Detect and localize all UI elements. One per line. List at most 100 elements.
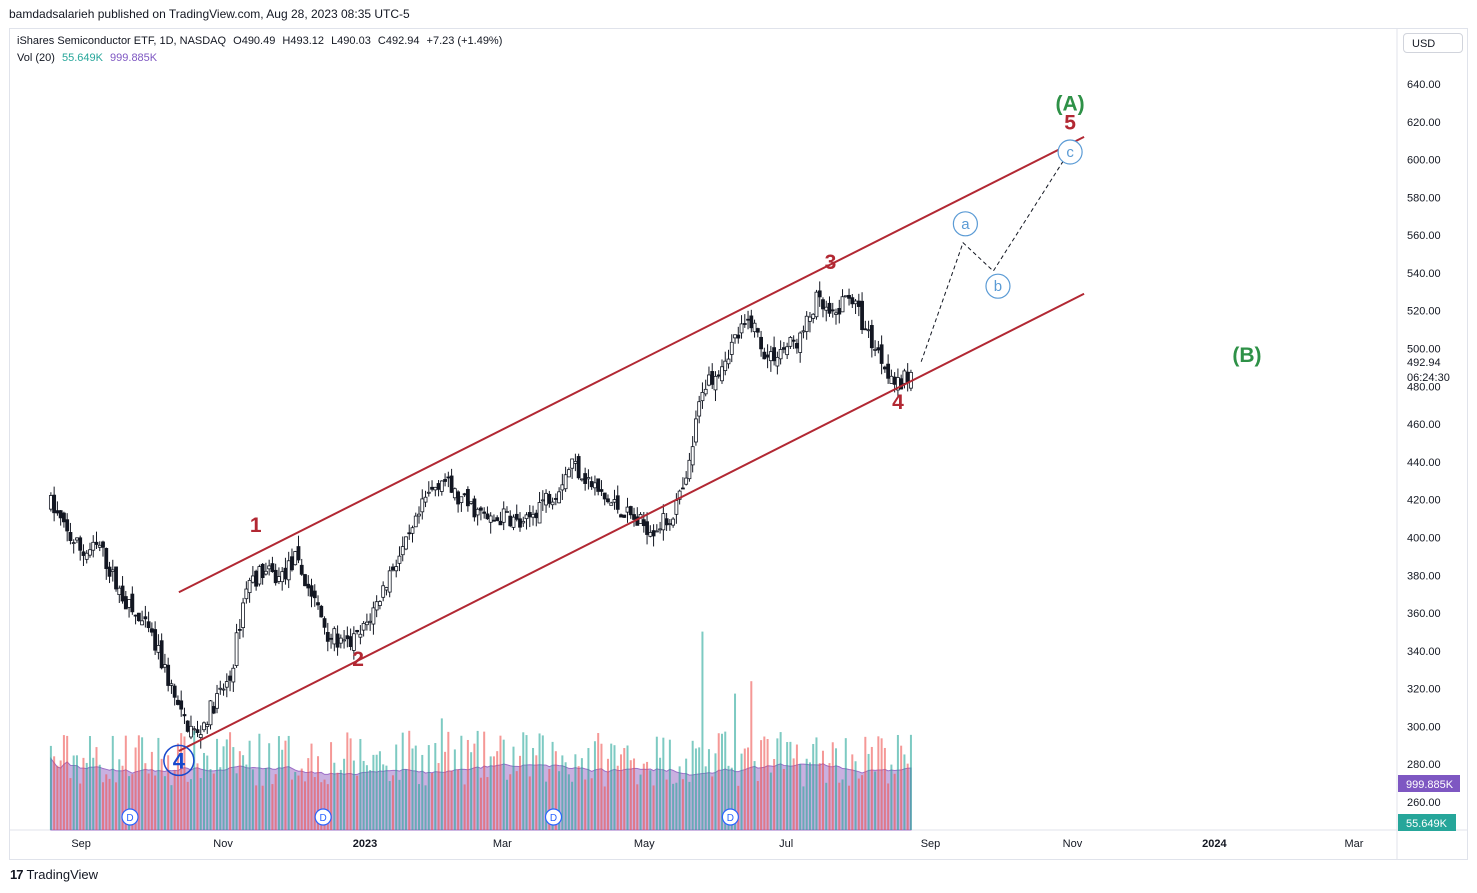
candle-body — [651, 530, 656, 537]
volume-bar — [418, 784, 421, 830]
volume-bar — [867, 753, 870, 830]
volume-bar — [264, 768, 267, 830]
volume-bar — [821, 750, 824, 830]
volume-bar — [505, 779, 508, 830]
candle-body — [309, 585, 314, 597]
candle-body — [299, 564, 304, 575]
candle-body — [94, 541, 99, 545]
volume-bar — [698, 747, 701, 830]
volume-bar — [49, 745, 52, 830]
volume-bar — [525, 735, 528, 830]
volume-bar — [313, 777, 316, 830]
candle-body — [176, 699, 180, 705]
symbol-title[interactable]: iShares Semiconductor ETF, 1D, NASDAQ — [17, 35, 227, 47]
y-tick-label: 360.00 — [1407, 608, 1441, 620]
candle-body — [257, 566, 262, 585]
wave-c-circle — [1057, 139, 1083, 165]
candle-body — [283, 567, 288, 580]
volume-bar — [571, 781, 574, 830]
candle-body — [149, 628, 154, 633]
y-tick-label: 260.00 — [1407, 797, 1441, 809]
volume-bar — [587, 748, 590, 830]
y-tick-label: 520.00 — [1407, 306, 1441, 318]
candle-body — [277, 576, 281, 582]
candle-body — [384, 587, 389, 591]
wave-label-a: a — [961, 216, 970, 233]
y-tick-label: 560.00 — [1407, 230, 1441, 242]
candle-body — [531, 513, 535, 518]
wave-label-c: c — [1066, 144, 1074, 161]
candle-body — [244, 588, 249, 600]
volume-bar — [271, 784, 274, 830]
volume-bar — [356, 775, 359, 830]
volume-bar — [330, 742, 333, 830]
volume-badge-bg — [1398, 814, 1456, 831]
volume-bar — [209, 769, 212, 830]
currency-button[interactable]: USD — [1403, 33, 1463, 53]
candle-body — [902, 370, 907, 384]
volume-bar — [268, 743, 271, 830]
volume-bar — [685, 758, 688, 830]
candle-body — [853, 300, 858, 305]
candle-body — [198, 734, 203, 738]
candle-body — [739, 323, 744, 334]
volume-ma-value: 999.885K — [110, 52, 158, 64]
volume-bar — [216, 738, 219, 830]
candle-body — [475, 508, 480, 516]
y-tick-label: 640.00 — [1407, 79, 1441, 91]
candle-body — [550, 501, 555, 506]
volume-bar — [75, 755, 78, 830]
volume-bar — [861, 775, 864, 830]
volume-bar — [154, 775, 157, 830]
volume-bar — [189, 779, 192, 830]
volume-bar — [545, 781, 548, 830]
volume-bar — [548, 769, 551, 830]
volume-label[interactable]: Vol (20) — [17, 52, 55, 64]
volume-bar — [232, 747, 235, 830]
volume-bar — [512, 746, 515, 830]
candle-body — [172, 685, 177, 698]
candle-body — [221, 688, 226, 691]
tradingview-brand: TradingView — [26, 867, 99, 882]
candle-body — [850, 297, 855, 305]
volume-bar — [551, 741, 554, 830]
candle-body — [136, 612, 141, 622]
candle-body — [707, 374, 711, 386]
volume-bar — [763, 736, 766, 830]
volume-bar — [212, 773, 215, 830]
volume-bar — [235, 773, 238, 830]
candle-body — [667, 523, 672, 525]
volume-layer — [49, 631, 912, 831]
candle-body — [540, 499, 545, 502]
candle-body — [785, 346, 790, 356]
candle-body — [547, 493, 552, 504]
dividend-marker — [314, 808, 332, 826]
candle-body — [821, 299, 825, 310]
wave-label-4: 4 — [892, 391, 904, 414]
volume-bar — [193, 731, 196, 830]
candle-body — [110, 569, 115, 572]
candle-body — [492, 519, 496, 522]
volume-bar — [492, 756, 495, 830]
candle-body — [75, 537, 79, 541]
volume-bar — [444, 751, 447, 830]
volume-bar — [59, 760, 62, 830]
volume-bar — [333, 762, 336, 830]
volume-bar — [349, 738, 352, 830]
candle-body — [863, 328, 868, 331]
candle-body — [101, 541, 105, 548]
candle-body — [801, 330, 806, 333]
candle-body — [795, 342, 799, 349]
volume-bar — [180, 733, 183, 830]
candle-body — [775, 356, 780, 367]
volume-bar — [844, 738, 847, 830]
candle-body — [886, 363, 891, 379]
volume-bar — [229, 732, 232, 830]
volume-bar — [870, 746, 873, 830]
volume-bar — [851, 754, 854, 830]
volume-bar — [385, 765, 388, 830]
wave-label-(A): (A) — [1056, 92, 1085, 115]
volume-bar — [874, 771, 877, 830]
volume-bar — [672, 783, 675, 830]
